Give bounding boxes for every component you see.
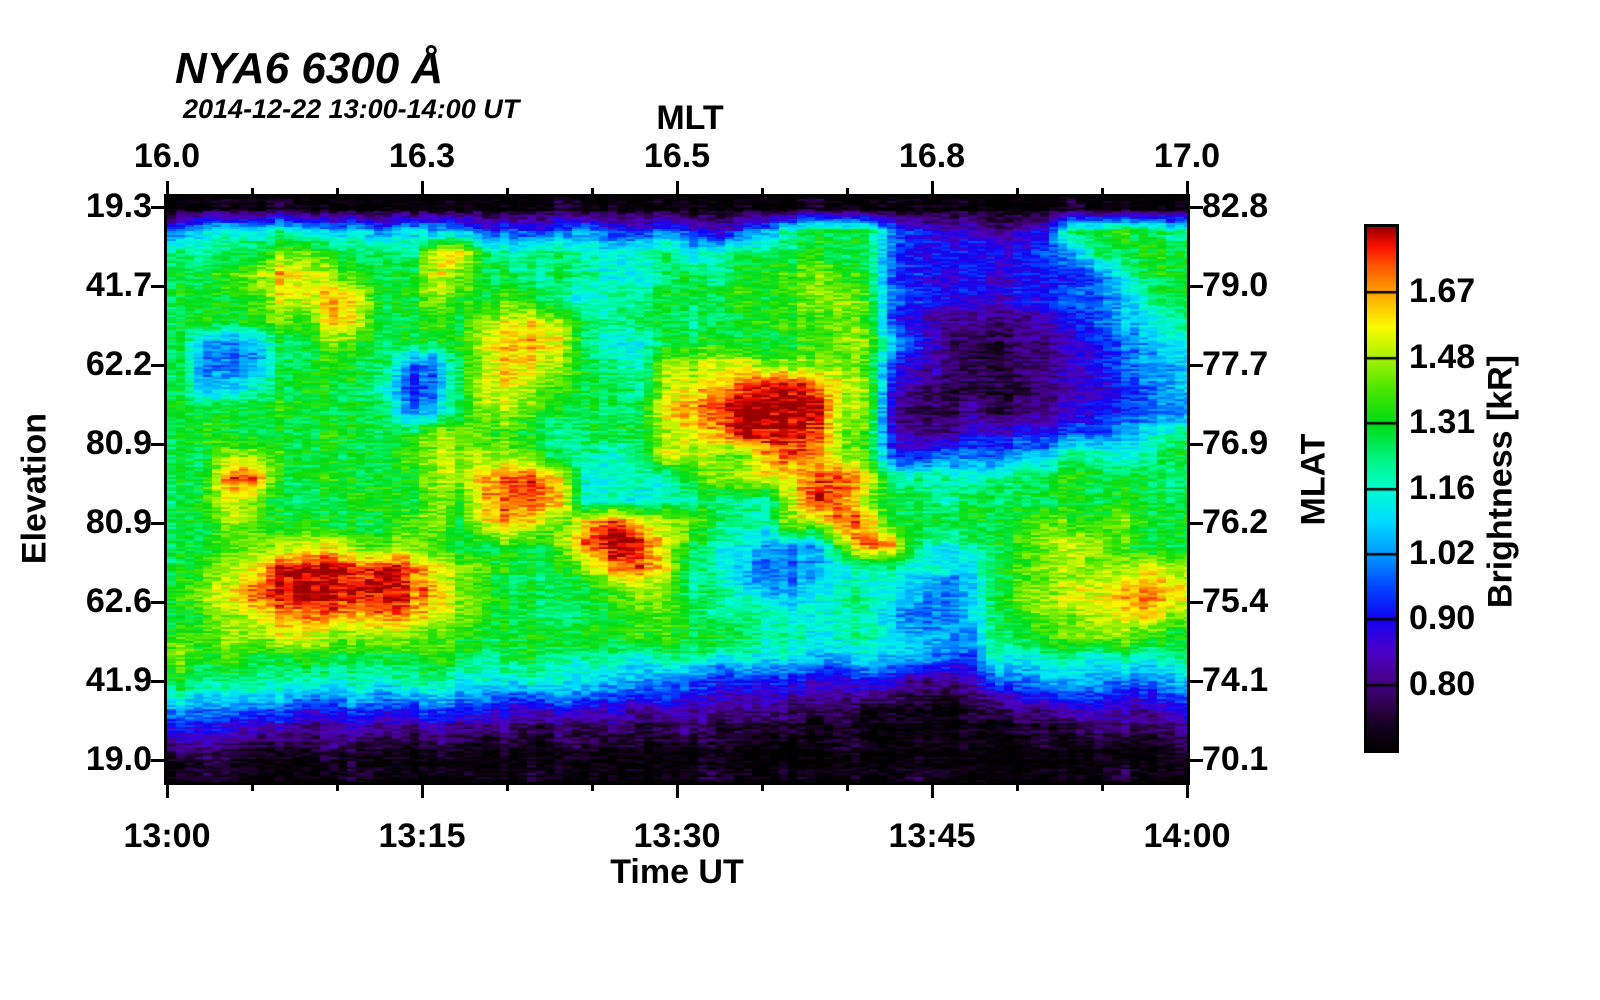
bottom-major-tick bbox=[420, 782, 424, 798]
top-tick-label: 16.5 bbox=[643, 137, 711, 175]
bottom-major-tick bbox=[1185, 782, 1189, 798]
top-minor-tick bbox=[335, 188, 339, 197]
bottom-tick-label: 13:45 bbox=[888, 817, 976, 855]
left-tick-label: 80.9 bbox=[85, 503, 152, 541]
bottom-minor-tick bbox=[505, 782, 509, 791]
colorbar-tick-label: 1.02 bbox=[1409, 533, 1476, 572]
figure-subtitle: 2014-12-22 13:00-14:00 UT bbox=[183, 94, 520, 124]
bottom-minor-tick bbox=[1015, 782, 1019, 791]
left-tick bbox=[151, 521, 167, 525]
top-minor-tick bbox=[250, 188, 254, 197]
bottom-minor-tick bbox=[845, 782, 849, 791]
bottom-minor-tick bbox=[590, 782, 594, 791]
bottom-axis-title: Time UT bbox=[610, 853, 744, 891]
bottom-tick-label: 14:00 bbox=[1143, 817, 1231, 855]
colorbar-tick-label: 1.31 bbox=[1409, 403, 1476, 442]
right-tick bbox=[1187, 284, 1203, 288]
top-major-tick bbox=[930, 181, 934, 197]
right-tick bbox=[1187, 679, 1203, 683]
bottom-minor-tick bbox=[760, 782, 764, 791]
left-tick bbox=[151, 600, 167, 604]
right-tick bbox=[1187, 205, 1203, 209]
top-minor-tick bbox=[760, 188, 764, 197]
top-minor-tick bbox=[1015, 188, 1019, 197]
left-tick-label: 19.0 bbox=[85, 740, 152, 778]
right-tick bbox=[1187, 442, 1203, 446]
left-axis-title: Elevation bbox=[15, 412, 54, 565]
bottom-minor-tick bbox=[335, 782, 339, 791]
top-tick-label: 17.0 bbox=[1153, 137, 1221, 175]
colorbar-tick-label: 1.16 bbox=[1409, 468, 1476, 507]
top-minor-tick bbox=[505, 188, 509, 197]
bottom-major-tick bbox=[930, 782, 934, 798]
top-minor-tick bbox=[590, 188, 594, 197]
left-tick bbox=[151, 205, 167, 209]
right-axis-title: MLAT bbox=[1294, 433, 1333, 526]
left-tick-label: 62.6 bbox=[85, 582, 152, 620]
top-axis-title: MLT bbox=[656, 99, 724, 137]
colorbar-tick-label: 0.80 bbox=[1409, 664, 1476, 703]
bottom-tick-label: 13:30 bbox=[633, 817, 721, 855]
top-tick-label: 16.3 bbox=[388, 137, 456, 175]
right-tick-label: 79.0 bbox=[1202, 266, 1269, 304]
top-tick-label: 16.8 bbox=[898, 137, 966, 175]
left-tick bbox=[151, 758, 167, 762]
left-tick-label: 80.9 bbox=[85, 424, 152, 462]
top-minor-tick bbox=[845, 188, 849, 197]
bottom-tick-label: 13:00 bbox=[123, 817, 211, 855]
top-major-tick bbox=[420, 181, 424, 197]
left-tick bbox=[151, 284, 167, 288]
left-tick-label: 19.3 bbox=[85, 187, 152, 225]
bottom-tick-label: 13:15 bbox=[378, 817, 466, 855]
right-tick bbox=[1187, 363, 1203, 367]
bottom-major-tick bbox=[675, 782, 679, 798]
top-minor-tick bbox=[1100, 188, 1104, 197]
left-tick bbox=[151, 442, 167, 446]
colorbar bbox=[1364, 224, 1399, 753]
right-tick-label: 74.1 bbox=[1202, 661, 1269, 699]
colorbar-tick-label: 1.48 bbox=[1409, 337, 1476, 376]
top-major-tick bbox=[675, 181, 679, 197]
right-tick-label: 70.1 bbox=[1202, 740, 1269, 778]
bottom-minor-tick bbox=[1100, 782, 1104, 791]
bottom-major-tick bbox=[165, 782, 169, 798]
left-tick-label: 41.9 bbox=[85, 661, 152, 699]
left-tick bbox=[151, 679, 167, 683]
left-tick-label: 62.2 bbox=[85, 345, 152, 383]
figure-title: NYA6 6300 Å bbox=[175, 44, 444, 93]
right-tick-label: 77.7 bbox=[1202, 345, 1269, 383]
heatmap-canvas bbox=[167, 197, 1187, 782]
colorbar-tick-label: 1.67 bbox=[1409, 272, 1476, 311]
right-tick-label: 76.2 bbox=[1202, 503, 1269, 541]
right-tick bbox=[1187, 758, 1203, 762]
top-major-tick bbox=[165, 181, 169, 197]
colorbar-canvas bbox=[1367, 227, 1396, 750]
right-tick-label: 82.8 bbox=[1202, 187, 1269, 225]
left-tick-label: 41.7 bbox=[85, 266, 152, 304]
top-tick-label: 16.0 bbox=[133, 137, 201, 175]
right-tick bbox=[1187, 600, 1203, 604]
top-major-tick bbox=[1185, 181, 1189, 197]
right-tick bbox=[1187, 521, 1203, 525]
colorbar-tick-label: 0.90 bbox=[1409, 599, 1476, 638]
right-tick-label: 76.9 bbox=[1202, 424, 1269, 462]
left-tick bbox=[151, 363, 167, 367]
right-tick-label: 75.4 bbox=[1202, 582, 1269, 620]
bottom-minor-tick bbox=[250, 782, 254, 791]
